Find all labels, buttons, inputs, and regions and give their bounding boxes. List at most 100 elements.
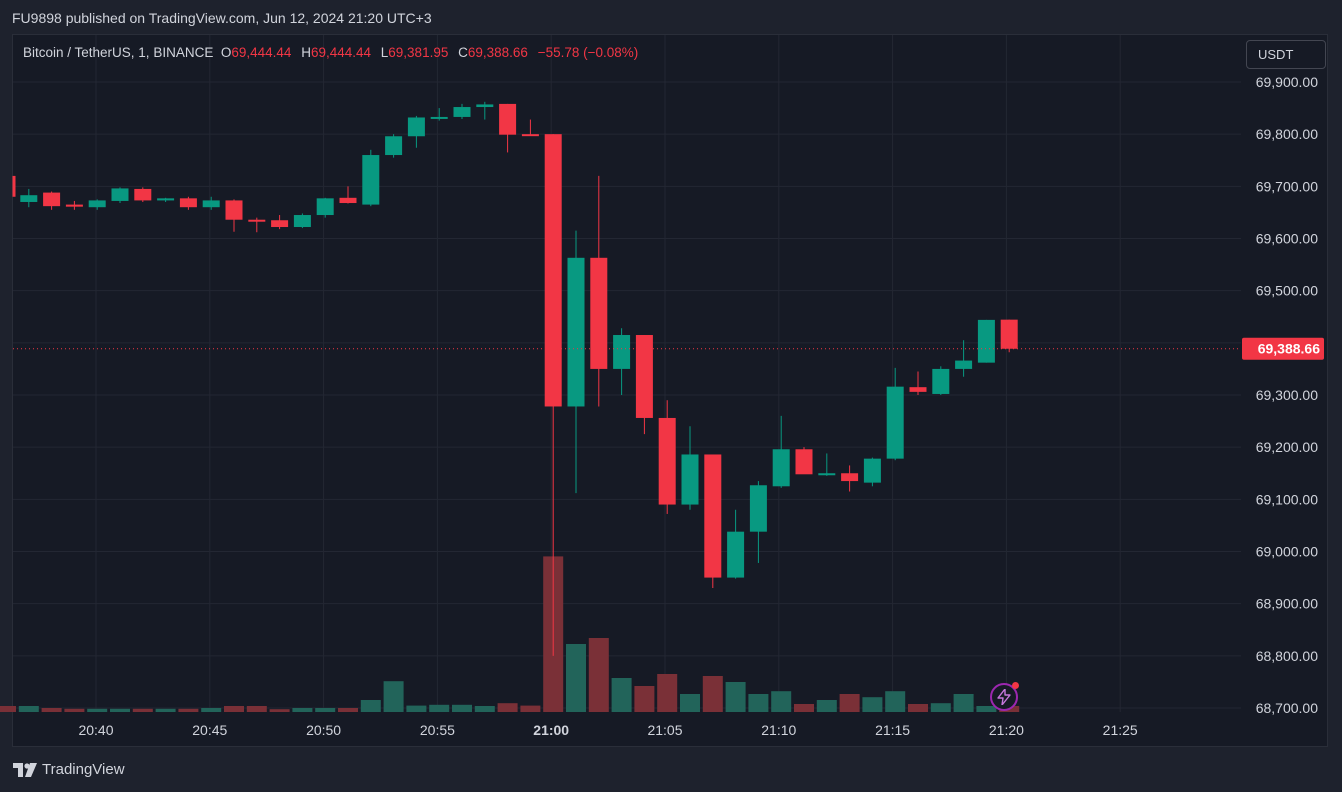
candle-body[interactable] [225, 200, 243, 220]
change-value: −55.78 (−0.08%) [537, 45, 639, 60]
candle-body[interactable] [65, 204, 83, 207]
x-tick-label: 20:50 [306, 722, 341, 738]
candle-body[interactable] [749, 485, 767, 532]
candle-body[interactable] [977, 319, 995, 363]
candle-body[interactable] [818, 473, 836, 476]
candle-body[interactable] [43, 192, 61, 207]
candle-body[interactable] [430, 116, 448, 119]
candle-body[interactable] [567, 257, 585, 407]
candle-body[interactable] [476, 104, 494, 108]
last-price-label: 69,388.66 [1242, 337, 1324, 360]
symbol-legend: Bitcoin / TetherUS, 1, BINANCE O69,444.4… [23, 45, 644, 60]
candle-body[interactable] [704, 454, 722, 578]
candle-body[interactable] [613, 335, 631, 369]
candle-body[interactable] [886, 386, 904, 459]
volume-bar [588, 638, 609, 712]
volume-bar [292, 708, 313, 712]
y-tick-label: 69,700.00 [1256, 178, 1318, 194]
candle-body[interactable] [407, 117, 425, 137]
candle-body[interactable] [499, 103, 517, 135]
candle-body[interactable] [271, 220, 289, 228]
candle-body[interactable] [339, 197, 357, 204]
volume-bar [18, 706, 39, 712]
candle-body[interactable] [521, 134, 539, 137]
chart-pane[interactable] [12, 34, 1328, 747]
x-tick-label: 20:40 [78, 722, 113, 738]
y-tick-label: 69,000.00 [1256, 544, 1318, 560]
low-label: L [380, 45, 389, 60]
last-price-text: 69,388.66 [1258, 341, 1320, 357]
volume-bar [132, 708, 153, 712]
volume-bar [110, 708, 130, 712]
candle-body[interactable] [248, 219, 266, 222]
y-tick-label: 69,300.00 [1256, 387, 1318, 403]
candle-body[interactable] [134, 188, 152, 201]
tradingview-logo[interactable]: TradingView [13, 761, 125, 778]
volume-bar [953, 694, 974, 712]
grid [13, 35, 1241, 712]
candle-body[interactable] [863, 458, 881, 483]
candle-body[interactable] [841, 473, 859, 482]
candle-body[interactable] [635, 335, 653, 418]
volume-bar [702, 676, 723, 712]
volume-bar [634, 686, 655, 712]
candle-body[interactable] [20, 195, 38, 202]
tradingview-brand: TradingView [42, 761, 125, 778]
price-scale[interactable]: 69,900.00 69,800.00 69,700.00 69,600.00 69,5… [1256, 74, 1318, 716]
candle-body[interactable] [681, 454, 699, 505]
volume-bar [338, 708, 358, 712]
candle-body[interactable] [772, 449, 790, 487]
lightning-button[interactable] [990, 682, 1019, 711]
y-tick-label: 69,100.00 [1256, 491, 1318, 507]
open-value: 69,444.44 [231, 45, 292, 60]
x-tick-label: 21:20 [989, 722, 1024, 738]
volume-bar [383, 681, 404, 712]
y-tick-label: 69,800.00 [1256, 126, 1318, 142]
volume-bar [976, 706, 997, 712]
candle-body[interactable] [293, 215, 311, 228]
volume-bars [0, 556, 1020, 712]
volume-bar [87, 708, 108, 712]
candle-body[interactable] [316, 198, 334, 216]
tradingview-logo-icon [13, 762, 37, 777]
candle-body[interactable] [658, 417, 676, 505]
candle-body[interactable] [590, 257, 608, 369]
volume-bar [406, 705, 427, 712]
close-value: 69,388.66 [467, 45, 528, 60]
volume-bar [816, 700, 837, 712]
x-tick-label: 21:15 [875, 722, 910, 738]
y-tick-label: 69,500.00 [1256, 283, 1318, 299]
x-tick-label: 21:25 [1103, 722, 1138, 738]
volume-bar [360, 700, 381, 712]
candle-body[interactable] [453, 107, 471, 117]
candle-body[interactable] [88, 200, 106, 208]
candle-body[interactable] [385, 136, 403, 156]
candle-body[interactable] [544, 134, 562, 407]
volume-bar [429, 704, 450, 712]
volume-bar [862, 697, 883, 712]
candle-body[interactable] [955, 360, 973, 369]
symbol-title[interactable]: Bitcoin / TetherUS, 1, BINANCE [23, 45, 214, 60]
y-tick-label: 69,600.00 [1256, 231, 1318, 247]
candle-body[interactable] [179, 198, 197, 208]
volume-bar [930, 703, 951, 712]
y-tick-label: 68,900.00 [1256, 596, 1318, 612]
candle-body[interactable] [157, 198, 175, 201]
volume-bar [474, 706, 495, 712]
candle-body[interactable] [111, 188, 129, 201]
volume-bar [680, 694, 700, 712]
candle-body[interactable] [727, 531, 745, 578]
volume-bar [748, 694, 769, 712]
currency-button[interactable]: USDT [1246, 40, 1326, 69]
candle-body[interactable] [1000, 319, 1018, 349]
candle-body[interactable] [909, 387, 927, 392]
volume-bar [566, 644, 586, 712]
candle-body[interactable] [202, 200, 220, 208]
candle-body[interactable] [932, 368, 950, 394]
time-scale[interactable]: 20:40 20:45 20:50 20:55 21:00 21:05 21:10 21:15… [78, 722, 1137, 738]
volume-bar [269, 709, 290, 712]
candle-body[interactable] [362, 155, 380, 205]
volume-bar [771, 691, 792, 712]
candle-body[interactable] [795, 449, 813, 475]
